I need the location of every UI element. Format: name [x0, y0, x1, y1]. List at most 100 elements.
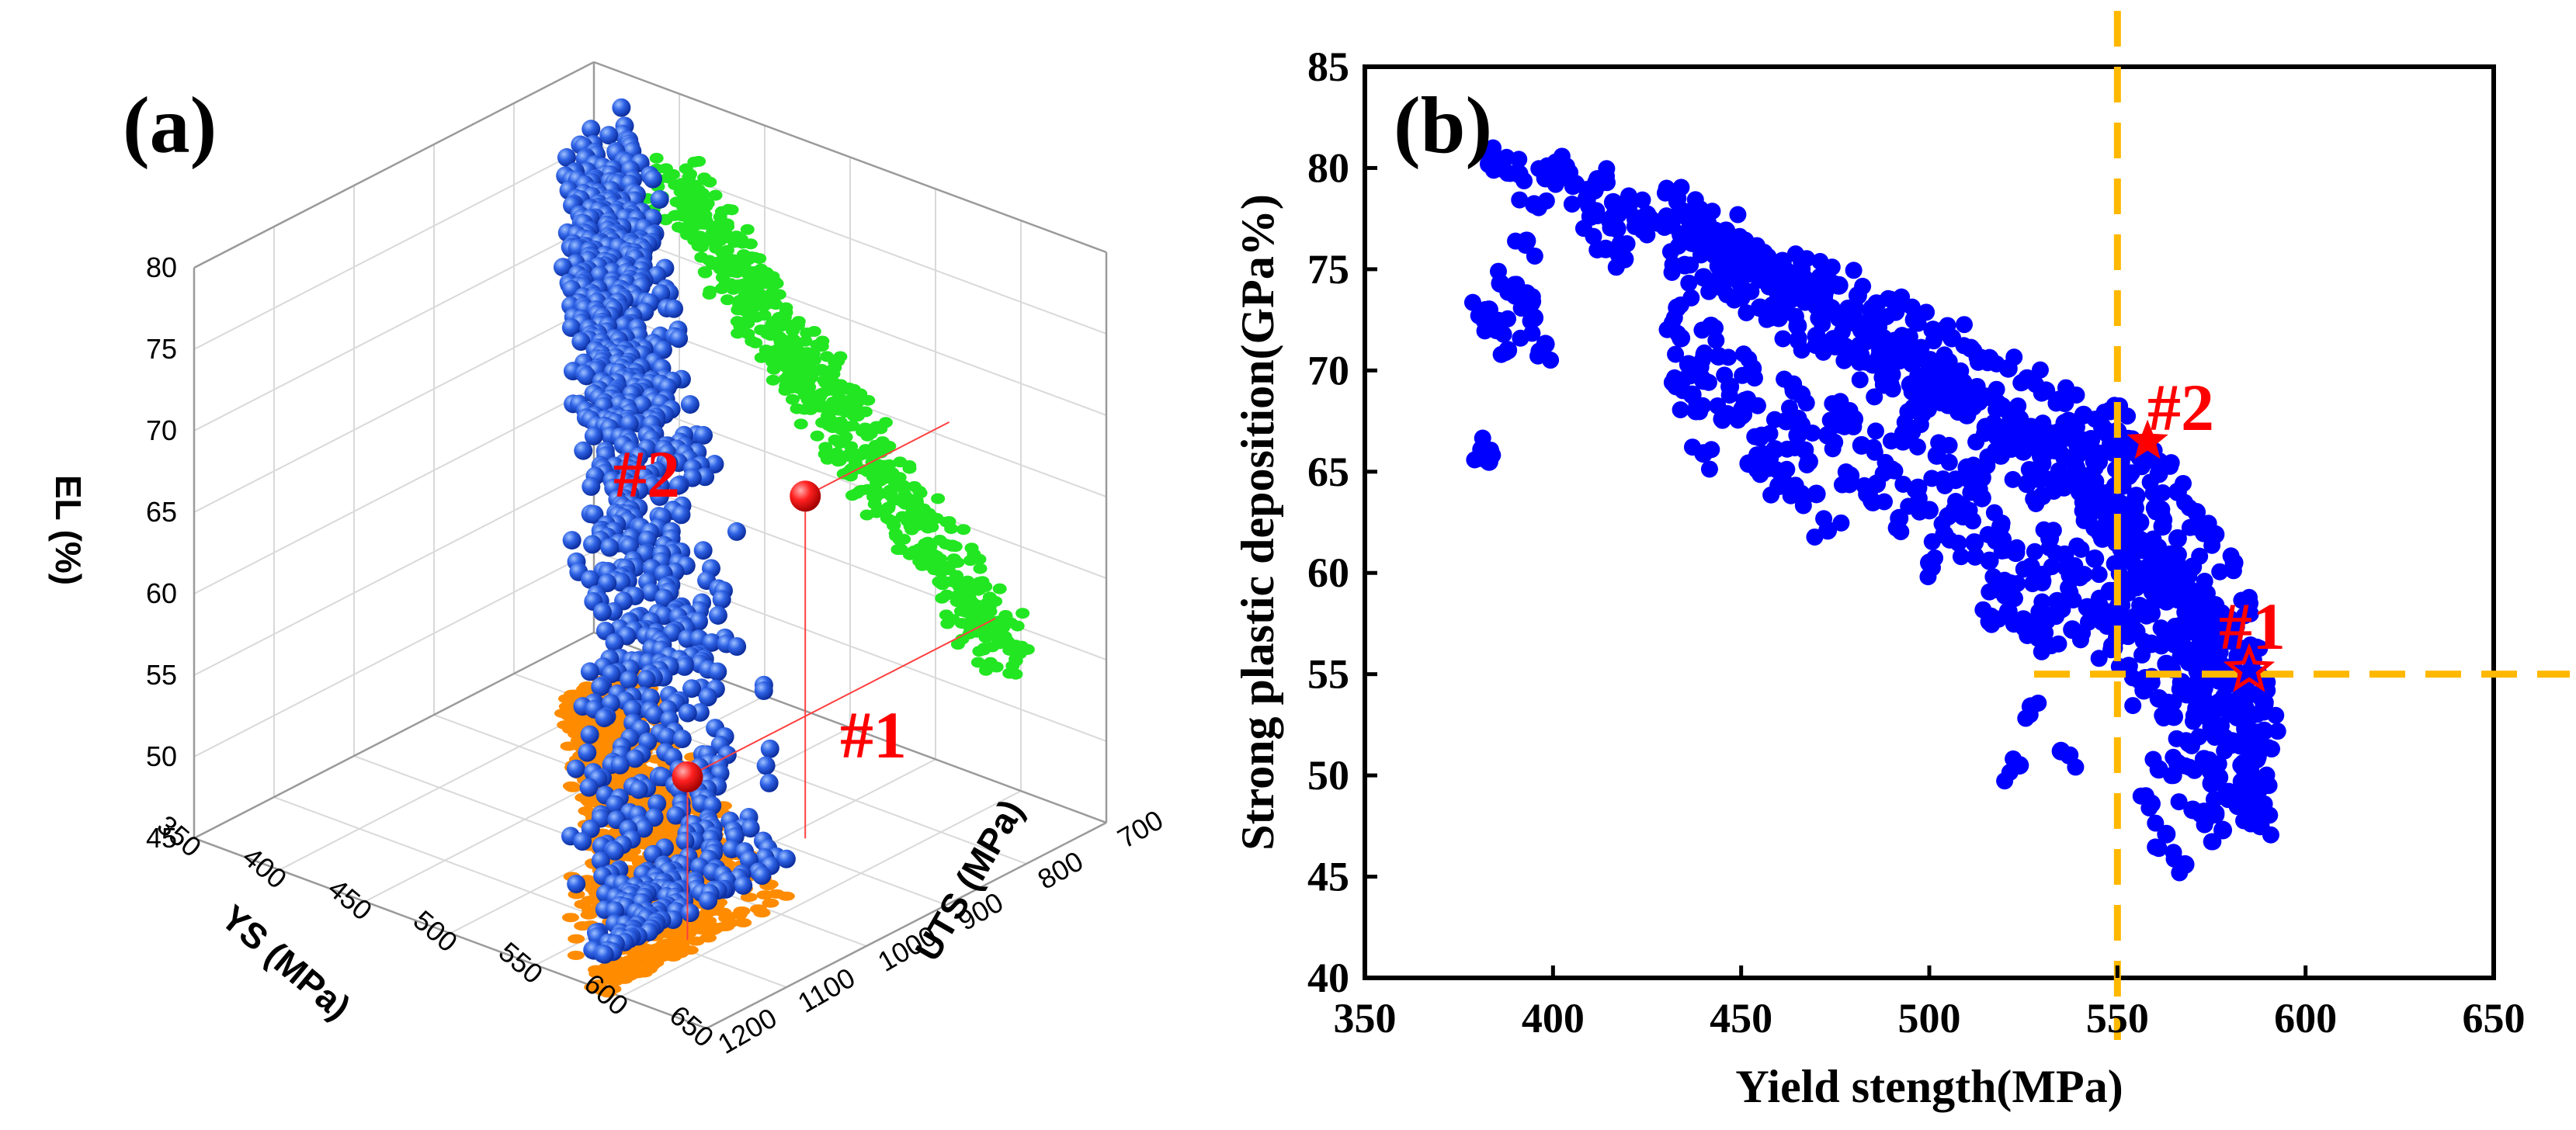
- data-point: [1940, 453, 1958, 471]
- panel-a-highlight-label-2: #2: [613, 437, 680, 511]
- wall-projection-point: [797, 404, 812, 415]
- data-point: [1806, 528, 1824, 546]
- sample-sphere: [557, 147, 576, 167]
- data-point: [1837, 463, 1855, 481]
- data-point: [1599, 174, 1616, 192]
- y-tick-label: 85: [1307, 43, 1349, 90]
- data-point: [1641, 210, 1659, 227]
- sample-sphere: [682, 679, 702, 698]
- wall-projection-point: [773, 336, 788, 348]
- data-point: [2072, 540, 2090, 558]
- data-point: [2201, 763, 2219, 781]
- sample-sphere: [610, 755, 630, 775]
- sample-sphere: [752, 866, 772, 886]
- sample-sphere: [675, 657, 694, 676]
- data-point: [2190, 728, 2208, 746]
- highlight-sphere-1: [672, 761, 703, 792]
- data-point: [2211, 604, 2229, 622]
- highlight-stars: [2126, 419, 2276, 692]
- data-point: [1824, 440, 1842, 458]
- data-point: [1477, 300, 1495, 318]
- data-point: [1877, 308, 1895, 326]
- data-point: [2236, 723, 2254, 740]
- data-point: [1523, 324, 1541, 342]
- data-point: [1794, 497, 1812, 515]
- wall-projection-point: [778, 384, 793, 396]
- data-point: [2006, 590, 2024, 608]
- data-point: [2106, 555, 2123, 573]
- sample-sphere: [698, 688, 717, 707]
- data-point: [2194, 644, 2212, 662]
- floor-projection-point: [613, 969, 630, 979]
- ys-tick-label: 650: [664, 999, 720, 1053]
- floor-projection-point: [560, 741, 578, 751]
- data-point: [2224, 562, 2242, 580]
- data-point: [1588, 202, 1606, 220]
- wall-projection-point: [814, 341, 829, 352]
- data-point: [2082, 445, 2100, 463]
- data-point: [1732, 278, 1750, 296]
- sample-sphere: [623, 699, 642, 719]
- grid-line: [620, 790, 1022, 998]
- sample-sphere: [582, 477, 601, 496]
- data-point: [2214, 620, 2232, 638]
- data-point: [2198, 584, 2216, 602]
- data-point: [2154, 709, 2172, 727]
- sample-sphere: [605, 841, 624, 861]
- data-point: [2147, 814, 2165, 832]
- wall-projection-point: [953, 605, 968, 617]
- data-point: [1731, 252, 1748, 270]
- data-point: [1861, 483, 1879, 501]
- wall-projection-point: [818, 442, 833, 453]
- sample-sphere: [566, 759, 585, 778]
- wall-projection-point: [956, 524, 971, 536]
- wall-projection-point: [692, 213, 706, 225]
- data-point: [2031, 361, 2049, 379]
- sample-sphere: [680, 395, 700, 414]
- data-point: [2165, 748, 2182, 766]
- data-point: [2131, 568, 2149, 586]
- sample-sphere: [637, 670, 656, 689]
- data-point: [2194, 686, 2212, 704]
- sample-sphere: [634, 819, 654, 838]
- data-point: [1936, 477, 1954, 494]
- floor-projection-point: [700, 933, 717, 943]
- data-point: [2144, 484, 2162, 502]
- wall-projection-point: [852, 485, 867, 497]
- wall-projection-point: [973, 563, 988, 574]
- data-point: [1785, 268, 1803, 286]
- data-point: [1588, 241, 1606, 259]
- data-point: [1914, 405, 1932, 423]
- sample-sphere: [571, 332, 591, 352]
- floor-projection-point: [686, 922, 704, 932]
- data-point: [1874, 465, 1892, 483]
- x-axis-title: Yield stength(MPa): [1735, 1061, 2123, 1112]
- data-point: [1508, 276, 1526, 293]
- data-point: [2071, 631, 2089, 649]
- data-point: [2176, 494, 2194, 511]
- data-point: [1616, 197, 1633, 215]
- sample-sphere: [708, 605, 727, 625]
- data-point: [2075, 566, 2093, 584]
- data-point: [2005, 750, 2022, 768]
- data-point: [1659, 214, 1677, 232]
- sample-sphere: [567, 875, 586, 894]
- wall-projection-point: [748, 337, 763, 348]
- wall-projection-point: [968, 605, 983, 616]
- wall-projection-point: [980, 629, 995, 640]
- grid-line: [193, 224, 595, 432]
- ys-axis-title: YS (MPa): [214, 897, 358, 1028]
- sample-sphere: [611, 573, 630, 592]
- data-point: [2165, 844, 2182, 861]
- y-tick-label: 75: [1307, 246, 1349, 293]
- data-point: [1516, 236, 1534, 254]
- data-point: [2171, 864, 2189, 882]
- data-point: [2235, 812, 2253, 830]
- frame-edge: [193, 61, 595, 269]
- data-point: [2165, 767, 2182, 785]
- data-point: [1863, 301, 1881, 319]
- data-point: [1883, 380, 1901, 398]
- wall-projection-point: [897, 489, 912, 501]
- data-point: [1873, 369, 1891, 386]
